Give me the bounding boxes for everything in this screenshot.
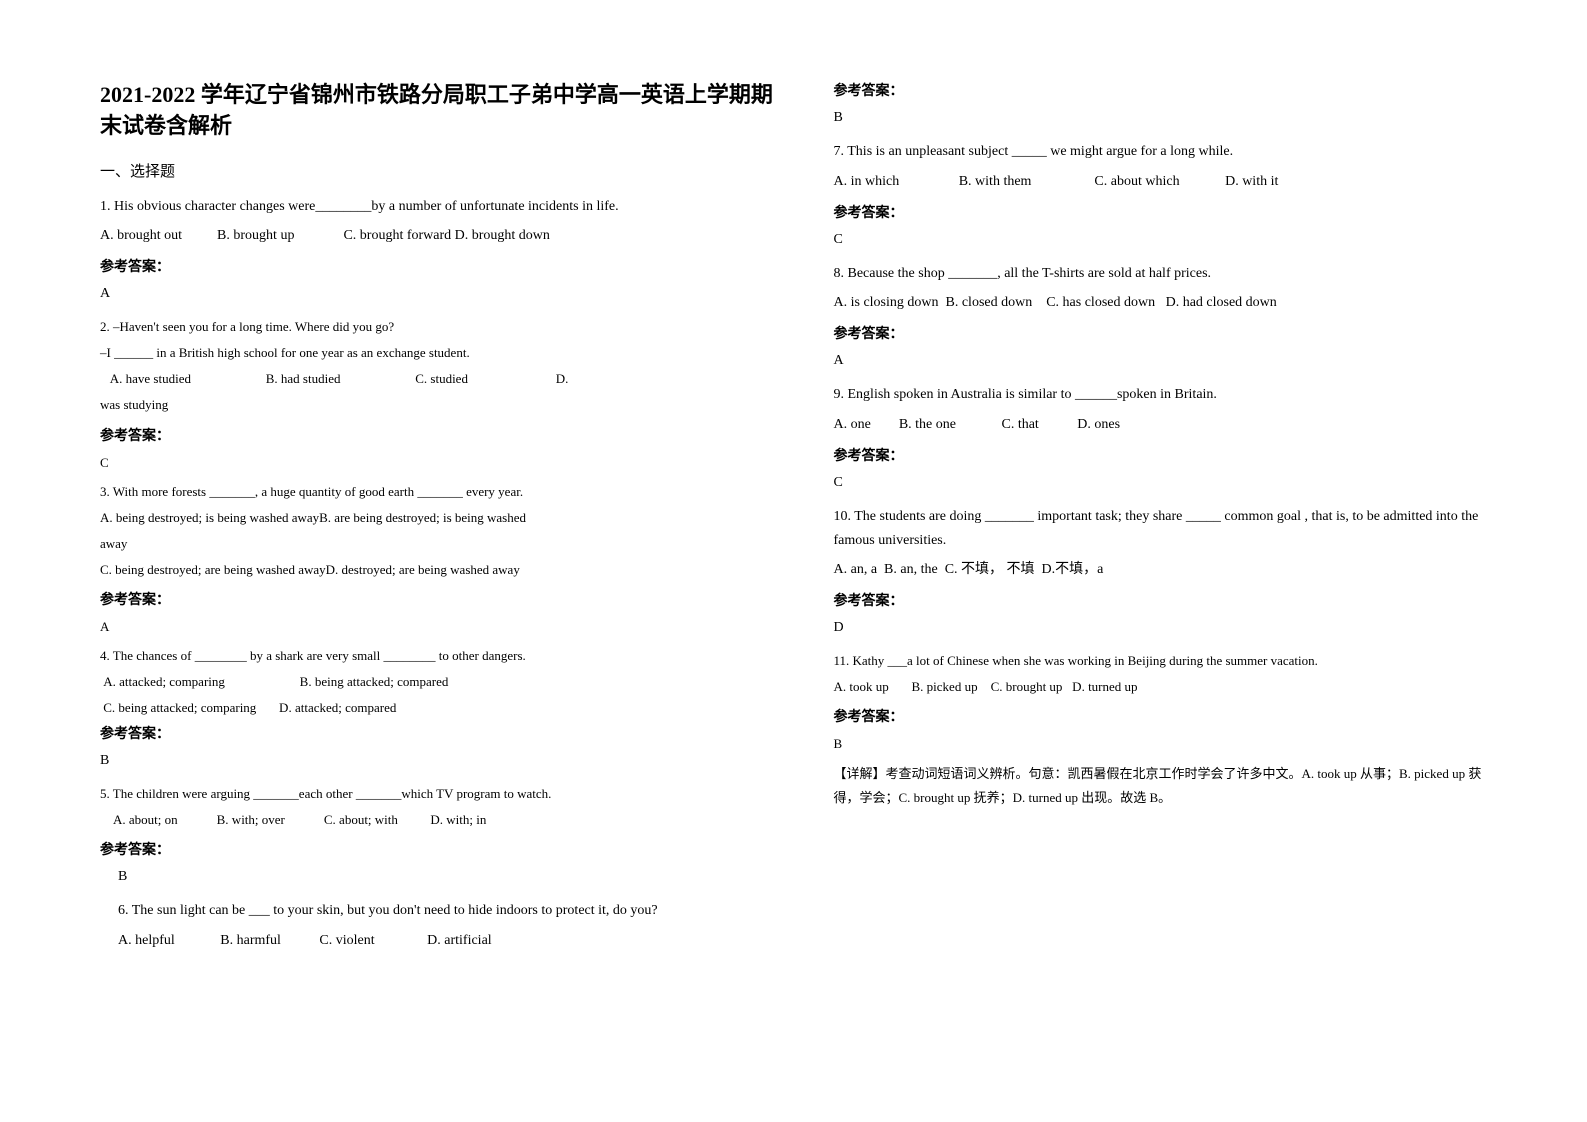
question-7-options: A. in which B. with them C. about which … — [834, 170, 1508, 194]
exam-title: 2021-2022 学年辽宁省锦州市铁路分局职工子弟中学高一英语上学期期末试卷含… — [100, 80, 774, 142]
question-6-options: A. helpful B. harmful C. violent D. arti… — [100, 929, 774, 953]
question-10-answer: D — [834, 620, 1508, 636]
question-10-options: A. an, a B. an, the C. 不填， 不填 D.不填，a — [834, 558, 1508, 582]
question-8-answer: A — [834, 353, 1508, 369]
question-9-options: A. one B. the one C. that D. ones — [834, 413, 1508, 437]
question-11-options: A. took up B. picked up C. brought up D.… — [834, 676, 1508, 698]
question-3-row2: C. being destroyed; are being washed awa… — [100, 559, 774, 581]
question-3-answer: A — [100, 619, 774, 635]
question-2-line2: –I ______ in a British high school for o… — [100, 342, 774, 364]
question-3-optB2: away — [100, 533, 774, 555]
question-7-answer: C — [834, 232, 1508, 248]
answer-label: 参考答案： — [100, 839, 774, 859]
question-3-optC: C. being destroyed; are being washed awa… — [100, 562, 326, 577]
answer-label: 参考答案： — [834, 706, 1508, 726]
question-9: 9. English spoken in Australia is simila… — [834, 383, 1508, 407]
question-4-line1: A. attacked; comparing B. being attacked… — [100, 671, 774, 693]
question-11: 11. Kathy ___a lot of Chinese when she w… — [834, 650, 1508, 672]
section-header: 一、选择题 — [100, 160, 774, 181]
answer-label: 参考答案： — [100, 723, 774, 743]
question-3-row1: A. being destroyed; is being washed away… — [100, 507, 774, 529]
question-11-explanation: 【详解】考查动词短语词义辨析。句意：凯西暑假在北京工作时学会了许多中文。A. t… — [834, 762, 1508, 809]
question-2-line1: 2. –Haven't seen you for a long time. Wh… — [100, 316, 774, 338]
question-1: 1. His obvious character changes were___… — [100, 195, 774, 219]
question-7: 7. This is an unpleasant subject _____ w… — [834, 140, 1508, 164]
question-4-line2: C. being attacked; comparing D. attacked… — [100, 697, 774, 719]
question-10: 10. The students are doing _______ impor… — [834, 505, 1508, 553]
answer-label: 参考答案： — [834, 80, 1508, 100]
question-5-options: A. about; on B. with; over C. about; wit… — [100, 809, 774, 831]
answer-label: 参考答案： — [100, 256, 774, 276]
question-8-options: A. is closing down B. closed down C. has… — [834, 291, 1508, 315]
question-3-optB: B. are being destroyed; is being washed — [319, 510, 526, 525]
question-6: 6. The sun light can be ___ to your skin… — [100, 899, 774, 923]
question-3-optD: D. destroyed; are being washed away — [326, 562, 520, 577]
left-column: 2021-2022 学年辽宁省锦州市铁路分局职工子弟中学高一英语上学期期末试卷含… — [100, 80, 814, 1082]
answer-label: 参考答案： — [834, 445, 1508, 465]
answer-label: 参考答案： — [834, 323, 1508, 343]
question-4: 4. The chances of ________ by a shark ar… — [100, 645, 774, 667]
answer-label: 参考答案： — [834, 590, 1508, 610]
answer-label: 参考答案： — [834, 202, 1508, 222]
question-11-answer: B — [834, 736, 1508, 752]
question-2-options: A. have studied B. had studied C. studie… — [100, 368, 774, 390]
question-4-answer: B — [100, 753, 774, 769]
question-1-options: A. brought out B. brought up C. brought … — [100, 224, 774, 248]
question-6-answer: B — [834, 110, 1508, 126]
right-column: 参考答案： B 7. This is an unpleasant subject… — [814, 80, 1528, 1082]
question-5: 5. The children were arguing _______each… — [100, 783, 774, 805]
answer-label: 参考答案： — [100, 425, 774, 445]
question-3: 3. With more forests _______, a huge qua… — [100, 481, 774, 503]
question-9-answer: C — [834, 475, 1508, 491]
answer-label: 参考答案： — [100, 589, 774, 609]
question-8: 8. Because the shop _______, all the T-s… — [834, 262, 1508, 286]
question-3-optA: A. being destroyed; is being washed away — [100, 510, 319, 525]
question-5-answer: B — [100, 869, 774, 885]
question-1-answer: A — [100, 286, 774, 302]
question-2-options2: was studying — [100, 394, 774, 416]
question-2-answer: C — [100, 455, 774, 471]
